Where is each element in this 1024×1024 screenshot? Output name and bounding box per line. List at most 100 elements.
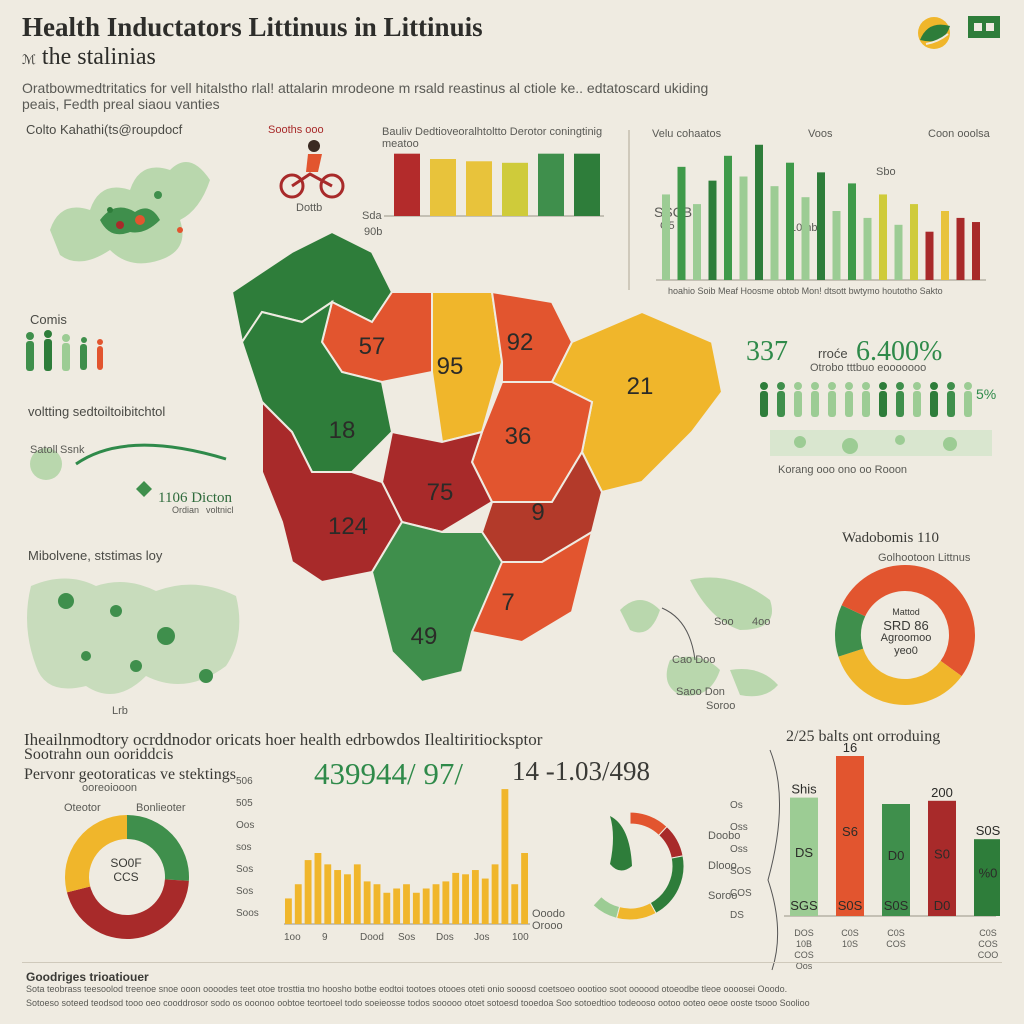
- bar-chart-title: Bauliv Dedtioveoralhtoltto Derotor conin…: [382, 126, 603, 150]
- map-region-value: 95: [437, 353, 464, 380]
- top-bar: [394, 153, 420, 216]
- person-body: [930, 391, 938, 417]
- person-body: [879, 391, 887, 417]
- mid-ytick: Sos: [236, 864, 254, 875]
- right-bar: [972, 222, 980, 280]
- top-bar: [430, 159, 456, 216]
- mid-ytick: sos: [236, 842, 252, 853]
- rb-ytick: Oss: [730, 822, 748, 833]
- right-bar: [832, 211, 841, 280]
- mid-bar: [334, 870, 342, 924]
- mid-bar: [452, 872, 460, 924]
- donut-center-1: Mattod: [892, 607, 920, 617]
- person-icon: [913, 382, 921, 390]
- bottom-note: ooreoiooon: [82, 782, 138, 794]
- rb-foot-label: COS: [978, 939, 998, 949]
- top-bar: [574, 153, 600, 216]
- rb-foot-label: 10B: [796, 939, 812, 949]
- ring-slice: [615, 902, 657, 921]
- ring-slice: [649, 855, 685, 915]
- person-body: [862, 391, 870, 417]
- mid-bar: [294, 884, 302, 924]
- map-region-value: 92: [507, 329, 534, 356]
- right-bar: [910, 204, 918, 280]
- map-label-5: Soroo: [706, 700, 736, 712]
- mid-xtick: Dood: [360, 932, 384, 943]
- rb-ytick: DS: [730, 910, 744, 921]
- ring-slice: [658, 825, 684, 859]
- mid-bar: [393, 888, 401, 924]
- ring-side-3: Soroo: [708, 890, 738, 902]
- rb-foot-label: C0S: [887, 928, 905, 938]
- right-bar: [786, 162, 794, 280]
- person-icon: [862, 382, 870, 390]
- footer-title: Goodriges trioatiouer: [26, 970, 149, 984]
- right-bar: [925, 231, 934, 280]
- bar-side-2: 90b: [364, 226, 383, 238]
- right-bar: [894, 224, 903, 280]
- right-bar: [956, 217, 965, 280]
- person-icon: [896, 382, 904, 390]
- right-mini-map: [620, 577, 778, 697]
- map-label-3: Cao Doo: [672, 654, 716, 666]
- rb-bar-label: S6: [842, 824, 858, 839]
- map-region-value: 9: [531, 499, 544, 526]
- mid-bar: [314, 853, 322, 924]
- map-region: [370, 520, 504, 684]
- people-icon: [26, 330, 103, 371]
- mid-bar: [442, 881, 450, 924]
- bottom-heading-2: Sootrahn oun ooriddcis: [24, 746, 174, 763]
- rb-foot-label: COS: [886, 939, 906, 949]
- right-chart-title: Velu cohaatos: [652, 128, 722, 140]
- donut-center-4: yeo0: [894, 645, 918, 657]
- person-body: [964, 391, 972, 417]
- world-label: Mibolvene, ststimas loy: [28, 548, 163, 563]
- right-chart-sublabel-2: Coon ooolsa: [928, 128, 990, 140]
- right-bar: [693, 204, 701, 280]
- person-icon: [777, 382, 785, 390]
- mid-bar: [363, 881, 371, 924]
- arc-center-value: 1106 Dicton: [158, 490, 233, 506]
- donut-center-3: Agroomoo: [880, 632, 932, 644]
- person-body: [896, 391, 904, 417]
- rb-foot-label: DOS: [794, 928, 814, 938]
- right-bottom-bar-chart: ShisDSSGSDOS10BCOSOos16S6S0SC0S10SD0S0SC…: [767, 740, 1000, 971]
- mid-ytick: Oos: [236, 820, 255, 831]
- footer-line-2: Sotoeso soteed teodsod tooo oeo cooddros…: [26, 998, 810, 1008]
- ring-slice: [592, 895, 621, 919]
- rb-bar-label: S0S: [976, 823, 1000, 838]
- mini-world-strip: [770, 430, 992, 456]
- person-icon: [828, 382, 836, 390]
- right-bar-chart: [656, 144, 986, 281]
- right-bar: [941, 211, 949, 280]
- mid-bar: [501, 789, 509, 924]
- donut-slice: [905, 565, 975, 677]
- mid-bar: [304, 860, 312, 924]
- europe-mini-map: [50, 162, 210, 264]
- donut1-center-1: SO0F: [110, 856, 142, 870]
- big-stat-2: 14 -1.03/498: [512, 756, 650, 786]
- cyclist-label: Sooths ooo: [268, 124, 324, 136]
- bar-side-1: Sda: [362, 210, 382, 222]
- map-region-value: 21: [627, 373, 654, 400]
- region-map-label: Colto Kahathi(ts@roupdocf: [26, 122, 183, 137]
- rb-ytick: COS: [730, 888, 752, 899]
- mid-bar-side-1: Ooodo: [532, 908, 566, 920]
- people-label: Comis: [30, 312, 67, 327]
- mid-bar: [432, 884, 440, 924]
- mid-xtick: Dos: [436, 932, 454, 943]
- person-body: [760, 391, 768, 417]
- right-bar: [724, 155, 732, 280]
- donut1-label-left: Oteotor: [64, 802, 101, 814]
- mid-xtick: 1oo: [284, 932, 301, 943]
- donut1-center: SO0F CCS: [96, 856, 156, 884]
- rb-bar-label: %0: [979, 866, 998, 881]
- mid-bar: [412, 892, 420, 924]
- mid-bar: [481, 878, 489, 924]
- mid-bar: [285, 898, 292, 924]
- mid-bar: [353, 864, 361, 924]
- right-bar: [770, 186, 779, 280]
- ring-side-2: Dlooo: [708, 860, 737, 872]
- mid-bar: [422, 888, 430, 924]
